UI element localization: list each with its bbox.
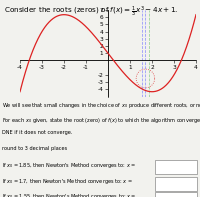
Text: We will see that small changes in the choice of $x_0$ produce different roots, o: We will see that small changes in the ch…	[2, 101, 200, 111]
Text: Consider the roots (zeros) of $f(x) = \frac{1}{3}x^3 - 4x + 1$.: Consider the roots (zeros) of $f(x) = \f…	[4, 5, 178, 19]
Text: If $x_0 = 1.7$, then Newton's Method converges to: $x$ =: If $x_0 = 1.7$, then Newton's Method con…	[2, 177, 133, 186]
Text: If $x_0 = 1.85$, then Newton's Method converges to: $x$ =: If $x_0 = 1.85$, then Newton's Method co…	[2, 161, 136, 170]
Text: For each $x_0$ given, state the root (zero) of $f(x)$ to which the algorithm con: For each $x_0$ given, state the root (ze…	[2, 116, 200, 125]
Text: DNE if it does not converge.: DNE if it does not converge.	[2, 130, 72, 135]
Text: round to 3 decimal places: round to 3 decimal places	[2, 146, 67, 151]
FancyBboxPatch shape	[155, 177, 197, 191]
FancyBboxPatch shape	[155, 191, 197, 197]
FancyBboxPatch shape	[155, 160, 197, 174]
Text: If $x_0 = 1.55$, then Newton's Method converges to: $x$ =: If $x_0 = 1.55$, then Newton's Method co…	[2, 192, 137, 197]
